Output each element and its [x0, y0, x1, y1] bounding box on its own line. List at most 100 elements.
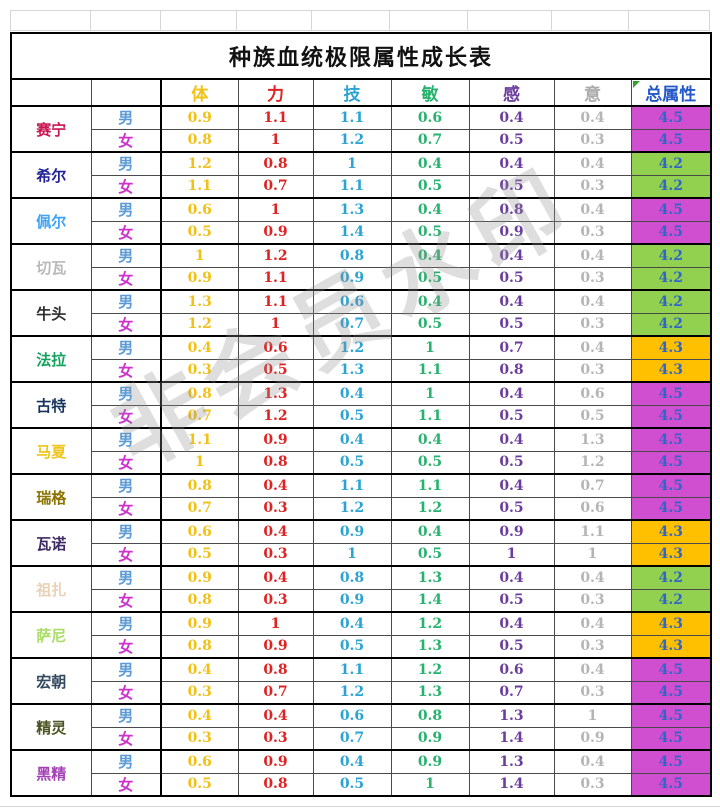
- stat-cell: 1: [237, 312, 314, 337]
- stat-cell: 1: [390, 381, 470, 406]
- stat-cell: 0.4: [390, 151, 470, 176]
- stat-cell: 1.1: [160, 174, 239, 199]
- stat-cell: 1.2: [312, 335, 392, 360]
- stat-cell: 1.3: [390, 680, 470, 705]
- table-row: 瓦诺男 0.6 0.4 0.9 0.4 0.9 1.1 4.3: [10, 519, 712, 567]
- stat-cell: 1.4: [312, 220, 392, 245]
- stat-cell: 0.5: [312, 450, 392, 475]
- table-row: 女 0.7 0.3 1.2 1.2 0.5 0.6 4.5: [11, 496, 712, 521]
- race-name-cell: 佩尔: [10, 197, 92, 245]
- stat-cell: 0.4: [390, 519, 470, 544]
- stat-cell: 1.1: [237, 266, 314, 291]
- race-name-cell: 古特: [10, 381, 92, 429]
- stat-cell: 0.3: [553, 772, 632, 797]
- total-cell: 4.3: [630, 519, 712, 544]
- total-cell: 4.2: [630, 565, 712, 590]
- race-name-cell: 瓦诺: [10, 519, 92, 567]
- stat-cell: 0.5: [468, 588, 555, 613]
- gender-cell: 男: [90, 427, 162, 452]
- stat-cell: 1: [237, 197, 314, 222]
- gender-cell: 男: [90, 703, 162, 728]
- empty-cell: [390, 11, 468, 30]
- column-header-strength: 力: [237, 78, 314, 107]
- table-row: 女 0.9 1.1 0.9 0.5 0.5 0.3 4.2: [11, 266, 712, 291]
- stat-cell: 1.2: [390, 496, 470, 521]
- race-name-cell: 切瓦: [10, 243, 92, 291]
- total-cell: 4.5: [630, 726, 712, 751]
- empty-cell: [468, 11, 553, 30]
- table-row: 女 0.7 1.2 0.5 1.1 0.5 0.5 4.5: [11, 404, 712, 429]
- gender-cell: 女: [90, 174, 162, 199]
- race-name-cell: 法拉: [10, 335, 92, 383]
- table-row: 赛宁男 0.9 1.1 1.1 0.6 0.4 0.4 4.5: [10, 105, 712, 153]
- gender-cell: 男: [90, 749, 162, 774]
- stat-cell: 1.1: [160, 427, 239, 452]
- gender-cell: 女: [90, 404, 162, 429]
- table-row: 宏朝男 0.4 0.8 1.1 1.2 0.6 0.4 4.5: [10, 657, 712, 705]
- stat-cell: 0.4: [237, 473, 314, 498]
- stat-cell: 0.4: [468, 105, 555, 130]
- gender-cell: 女: [90, 588, 162, 613]
- total-cell: 4.3: [630, 335, 712, 360]
- stat-cell: 1.2: [390, 657, 470, 682]
- table-row: 女 0.5 0.9 1.4 0.5 0.9 0.3 4.5: [11, 220, 712, 245]
- gender-cell: 男: [90, 197, 162, 222]
- stat-cell: 1.1: [553, 519, 632, 544]
- total-cell: 4.2: [630, 243, 712, 268]
- race-name-cell: 宏朝: [10, 657, 92, 705]
- stat-cell: 0.9: [237, 427, 314, 452]
- total-cell: 4.5: [630, 749, 712, 774]
- stat-cell: 0.9: [160, 105, 239, 130]
- stat-cell: 0.6: [160, 749, 239, 774]
- stat-cell: 1.4: [390, 588, 470, 613]
- total-cell: 4.5: [630, 680, 712, 705]
- total-cell: 4.5: [630, 220, 712, 245]
- stat-cell: 0.4: [553, 565, 632, 590]
- stat-cell: 0.5: [553, 404, 632, 429]
- stat-cell: 0.4: [553, 243, 632, 268]
- gender-cell: 男: [90, 657, 162, 682]
- stat-cell: 0.4: [390, 197, 470, 222]
- stat-cell: 0.8: [312, 243, 392, 268]
- empty-cell: [552, 11, 630, 30]
- stat-cell: 0.7: [553, 473, 632, 498]
- stat-cell: 0.3: [553, 174, 632, 199]
- stat-cell: 0.4: [468, 289, 555, 314]
- stat-cell: 1.1: [390, 358, 470, 383]
- total-cell: 4.5: [630, 197, 712, 222]
- stat-cell: 0.3: [237, 496, 314, 521]
- stat-cell: 0.5: [390, 312, 470, 337]
- stat-cell: 0.9: [468, 220, 555, 245]
- column-header-body: 体: [160, 78, 239, 107]
- stat-cell: 0.7: [312, 312, 392, 337]
- stat-cell: 0.9: [160, 266, 239, 291]
- column-header-total: 总属性: [630, 78, 712, 107]
- stat-cell: 0.3: [553, 588, 632, 613]
- stat-cell: 0.6: [553, 496, 632, 521]
- stat-cell: 0.4: [553, 197, 632, 222]
- gender-cell: 女: [90, 726, 162, 751]
- stat-cell: 1.2: [237, 404, 314, 429]
- total-header-label: 总属性: [645, 85, 697, 104]
- stat-cell: 0.5: [468, 404, 555, 429]
- gender-cell: 女: [90, 772, 162, 797]
- stat-cell: 0.4: [468, 565, 555, 590]
- stat-cell: 0.4: [390, 289, 470, 314]
- stat-cell: 1.4: [468, 726, 555, 751]
- table-row: 女 0.8 0.9 0.5 1.3 0.5 0.3 4.3: [11, 634, 712, 659]
- table-row: 牛头男 1.3 1.1 0.6 0.4 0.4 0.4 4.2: [10, 289, 712, 337]
- gender-cell: 女: [90, 312, 162, 337]
- race-name-cell: 精灵: [10, 703, 92, 751]
- stat-cell: 1.4: [468, 772, 555, 797]
- table-row: 女 1.2 1 0.7 0.5 0.5 0.3 4.2: [11, 312, 712, 337]
- stat-cell: 1.2: [553, 450, 632, 475]
- total-cell: 4.3: [630, 542, 712, 567]
- race-name-cell: 祖扎: [10, 565, 92, 613]
- stat-cell: 1: [160, 450, 239, 475]
- stat-cell: 1.2: [312, 128, 392, 153]
- column-header-skill: 技: [312, 78, 392, 107]
- total-cell: 4.3: [630, 611, 712, 636]
- stat-cell: 0.9: [237, 634, 314, 659]
- stat-cell: 0.5: [468, 496, 555, 521]
- table-row: 切瓦男 1 1.2 0.8 0.4 0.4 0.4 4.2: [10, 243, 712, 291]
